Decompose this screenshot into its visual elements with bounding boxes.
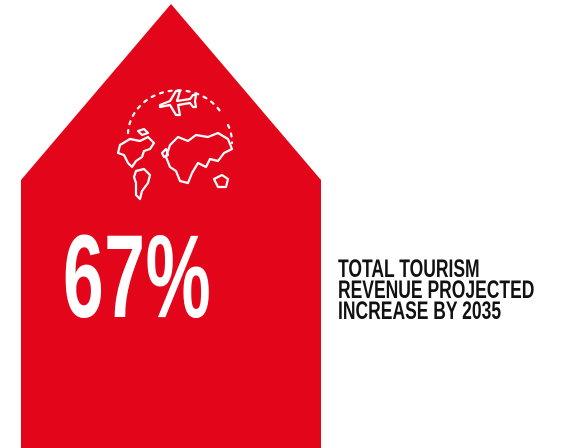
- caption-line-1: TOTAL TOURISM: [338, 255, 480, 283]
- stat-value: 67%: [63, 211, 212, 343]
- world-map-plane-icon: [100, 83, 250, 203]
- caption-line-2: REVENUE PROJECTED: [338, 276, 535, 304]
- stat-caption: TOTAL TOURISM REVENUE PROJECTED INCREASE…: [338, 255, 535, 325]
- caption-line-3: INCREASE BY 2035: [338, 297, 502, 325]
